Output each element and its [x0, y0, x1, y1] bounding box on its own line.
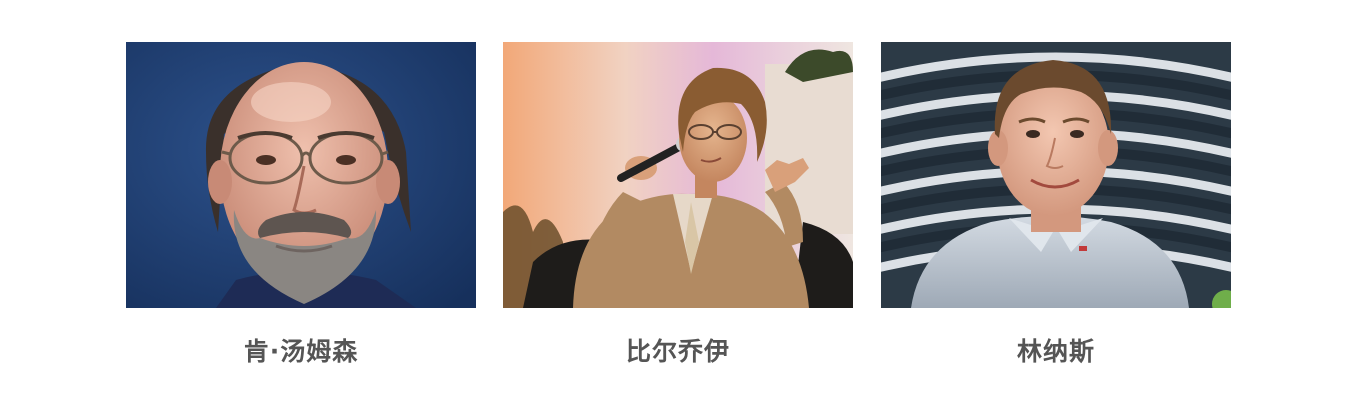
person-name-ken-thompson: 肯·汤姆森 — [243, 337, 359, 366]
portrait-photo-linus — [881, 42, 1231, 308]
person-card-bill-joy: 比尔乔伊 — [503, 42, 853, 368]
person-card-linus: 林纳斯 — [881, 42, 1231, 368]
portrait-photo-bill-joy — [503, 42, 853, 308]
person-name-bill-joy: 比尔乔伊 — [625, 337, 730, 366]
portrait-photo-ken-thompson — [126, 42, 476, 308]
person-card-ken-thompson: 肯·汤姆森 — [126, 42, 476, 368]
person-name-linus: 林纳斯 — [1016, 337, 1095, 366]
